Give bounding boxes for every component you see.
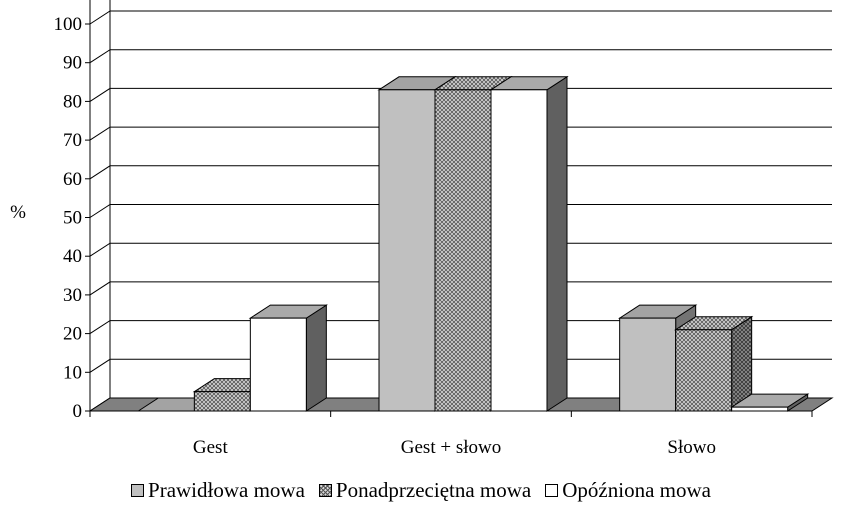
y-tick-label: 60 bbox=[63, 169, 82, 190]
x-category-label: Gest bbox=[193, 437, 229, 458]
bar-front bbox=[434, 89, 492, 412]
gridline bbox=[89, 204, 832, 218]
gridline bbox=[89, 358, 832, 373]
legend-swatch-prawidlowa bbox=[131, 484, 145, 497]
gridline bbox=[89, 87, 832, 102]
gridline bbox=[89, 281, 832, 296]
bar-front bbox=[193, 391, 251, 412]
gridline bbox=[89, 49, 832, 64]
y-tick-label: 100 bbox=[54, 14, 83, 35]
side-wall bbox=[89, 0, 111, 412]
legend-item-ponadprzecietna: Ponadprzeciętna mowa bbox=[318, 478, 532, 503]
bar-front bbox=[619, 317, 677, 412]
bar-side bbox=[305, 304, 327, 412]
x-category-label: Słowo bbox=[667, 437, 716, 458]
bar-side bbox=[546, 75, 568, 412]
legend-swatch-opozniona bbox=[545, 484, 559, 497]
bar-front bbox=[378, 89, 436, 412]
gridline bbox=[89, 320, 832, 335]
bar-front bbox=[490, 89, 548, 412]
legend-label-opozniona: Opóźniona mowa bbox=[562, 478, 711, 502]
bar-front bbox=[249, 317, 307, 412]
y-tick-label: 20 bbox=[63, 324, 82, 345]
y-tick-label: 90 bbox=[63, 53, 82, 74]
y-tick-label: 40 bbox=[63, 246, 82, 267]
legend: Prawidłowa mowa Ponadprzeciętna mowa Opó… bbox=[0, 478, 842, 503]
y-tick-label: 0 bbox=[73, 401, 83, 422]
y-axis-title: % bbox=[10, 202, 26, 223]
y-tick-label: 70 bbox=[63, 130, 82, 151]
bar-front bbox=[675, 329, 733, 412]
legend-label-prawidlowa: Prawidłowa mowa bbox=[148, 478, 305, 502]
legend-label-ponadprzecietna: Ponadprzeciętna mowa bbox=[335, 478, 532, 502]
chart-walls bbox=[89, 0, 832, 412]
legend-item-opozniona: Opóźniona mowa bbox=[545, 478, 711, 503]
y-tick-label: 50 bbox=[63, 208, 82, 229]
bar-front bbox=[731, 406, 789, 412]
gridline bbox=[89, 242, 832, 257]
gridline bbox=[89, 126, 832, 141]
legend-item-prawidlowa: Prawidłowa mowa bbox=[131, 478, 305, 503]
x-axis: Gest Gest + słowo Słowo bbox=[89, 410, 813, 458]
legend-swatch-ponadprzecietna bbox=[318, 484, 332, 497]
bar bbox=[673, 315, 754, 412]
y-tick-label: 10 bbox=[63, 362, 82, 383]
bars bbox=[136, 75, 810, 412]
bar bbox=[248, 304, 329, 412]
y-axis: 0 10 20 30 40 50 60 70 80 90 100 bbox=[54, 0, 91, 422]
bar bbox=[489, 75, 569, 412]
x-category-label: Gest + słowo bbox=[401, 437, 501, 458]
gridline bbox=[89, 165, 832, 180]
bar-chart: 0 10 20 30 40 50 60 70 80 90 100 Gest Gest + słowo S… bbox=[10, 0, 834, 458]
y-tick-label: 30 bbox=[63, 285, 82, 306]
y-tick-label: 80 bbox=[63, 91, 82, 112]
gridline bbox=[89, 10, 832, 25]
